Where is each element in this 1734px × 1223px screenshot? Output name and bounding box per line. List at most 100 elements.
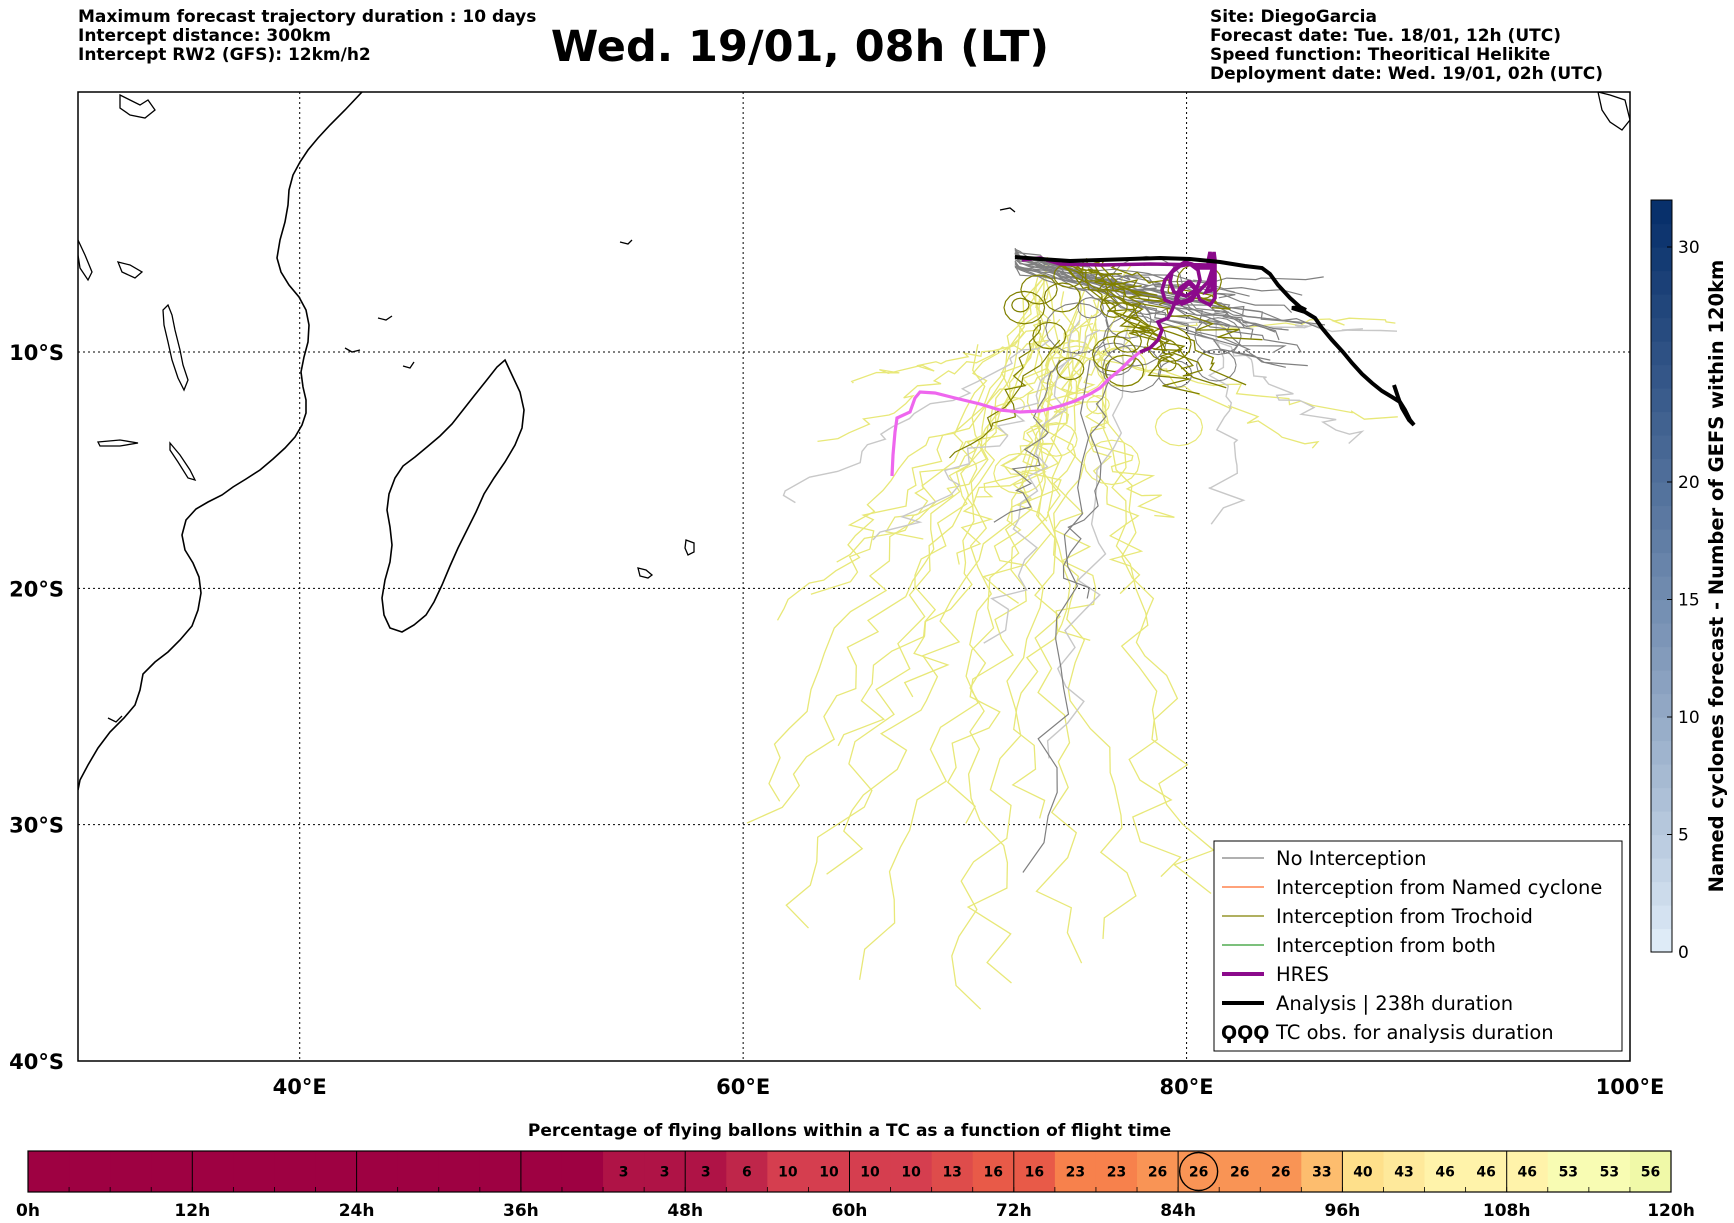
map-axis-labels: 40°E 60°E 80°E 100°E 10°S 20°S 30°S 40°S: [9, 341, 1664, 1099]
heat-cell: [685, 1151, 727, 1192]
lon-label: 100°E: [1596, 1075, 1665, 1099]
heat-cell: [849, 1151, 892, 1192]
heat-cell-value: 3: [701, 1165, 711, 1181]
heat-cell-value: 53: [1559, 1165, 1578, 1181]
heat-cell: [479, 1151, 522, 1192]
colorbar-segment: [1651, 529, 1672, 554]
heat-cell: [1342, 1151, 1384, 1192]
ensemble-track: [1094, 297, 1182, 878]
heat-cell-value: 33: [1312, 1165, 1331, 1181]
colorbar-segment: [1651, 411, 1672, 436]
colorbar-segment: [1651, 482, 1672, 507]
heat-cell: [151, 1151, 193, 1192]
heat-cell: [1095, 1151, 1138, 1192]
ensemble-tracks-grey-light: [782, 299, 1398, 759]
legend-item-label: Interception from Named cyclone: [1276, 876, 1602, 899]
colorbar-tick-label: 5: [1678, 826, 1689, 846]
ensemble-track: [1059, 259, 1247, 386]
heat-cell: [1629, 1151, 1672, 1192]
intercept-distance-text: Intercept distance: 300km: [78, 26, 331, 46]
current-time-marker: [1178, 1151, 1219, 1192]
colorbar-segment: [1651, 552, 1672, 577]
map-gridlines: [78, 92, 1630, 1061]
intercept-rw2-text: Intercept RW2 (GFS): 12km/h2: [78, 45, 371, 65]
colorbar-segment: [1651, 388, 1672, 413]
lat-label: 20°S: [9, 577, 64, 601]
ensemble-track: [1058, 264, 1227, 389]
heat-cell-value: 13: [942, 1165, 961, 1181]
legend-item-label: HRES: [1276, 963, 1329, 986]
heat-cell-value: 16: [984, 1165, 1003, 1181]
colorbar-segment: [1651, 928, 1672, 953]
ensemble-track: [837, 298, 1041, 747]
forecast-date-text: Forecast date: Tue. 18/01, 12h (UTC): [1210, 26, 1561, 46]
heat-cell: [1219, 1151, 1261, 1192]
colorbar-segment: [1651, 834, 1672, 859]
colorbar-segment: [1651, 811, 1672, 836]
heat-cell: [1424, 1151, 1467, 1192]
colorbar-segment: [1651, 576, 1672, 601]
ensemble-track: [1043, 271, 1097, 642]
heat-cell: [28, 1151, 70, 1192]
heat-cell: [1506, 1151, 1549, 1192]
colorbar-segment: [1651, 270, 1672, 295]
ensemble-track: [1014, 254, 1250, 297]
colorbar-segment: [1651, 623, 1672, 648]
heat-cell-value: 10: [860, 1165, 880, 1181]
heat-cell: [233, 1151, 275, 1192]
heat-cell-value: 56: [1641, 1165, 1660, 1181]
heat-cell: [972, 1151, 1015, 1192]
colorbar-segment: [1651, 364, 1672, 389]
ensemble-track: [1046, 319, 1131, 759]
heat-cell: [274, 1151, 317, 1192]
heat-cell: [192, 1151, 234, 1192]
heat-cell-value: 10: [819, 1165, 839, 1181]
heat-cell-value: 46: [1517, 1165, 1536, 1181]
colorbar-segment: [1651, 599, 1672, 624]
heat-cell: [1137, 1151, 1179, 1192]
ensemble-track: [946, 314, 1093, 824]
small-islands: [78, 92, 1630, 723]
colorbar-segment: [1651, 905, 1672, 930]
heat-cell: [438, 1151, 481, 1192]
colorbar-tick-label: 15: [1678, 591, 1700, 611]
ensemble-track: [983, 319, 1081, 644]
ensemble-track: [1207, 299, 1246, 525]
heat-cell: [726, 1151, 768, 1192]
colorbar-segment: [1651, 693, 1672, 718]
africa-coastline: [78, 92, 363, 791]
colorbar-segment: [1651, 223, 1672, 248]
heat-cell: [520, 1151, 563, 1192]
ensemble-track: [872, 329, 1101, 541]
ensemble-track: [1051, 259, 1263, 341]
max-duration-text: Maximum forecast trajectory duration : 1…: [78, 7, 537, 27]
ensemble-track: [1014, 265, 1287, 354]
heat-cell-value: 53: [1600, 1165, 1619, 1181]
colorbar-tick-label: 0: [1678, 943, 1689, 963]
colorbar-segment: [1651, 435, 1672, 460]
ensemble-track: [1082, 299, 1215, 895]
heat-cell: [315, 1151, 358, 1192]
flight-time-tick-label: 108h: [1483, 1201, 1531, 1221]
colorbar-tick-label: 20: [1678, 473, 1700, 493]
lat-label: 30°S: [9, 814, 64, 838]
legend-item-label: Analysis | 238h duration: [1276, 992, 1513, 1015]
heat-cell: [644, 1151, 686, 1192]
legend-item-label: Interception from Trochoid: [1276, 905, 1533, 928]
ensemble-track: [1014, 266, 1292, 322]
page-title: Wed. 19/01, 08h (LT): [550, 22, 1050, 72]
map-frame: [77, 91, 1631, 1062]
heat-cell-value: 3: [660, 1165, 670, 1181]
ensemble-track: [1062, 359, 1111, 599]
heat-cell: [1465, 1151, 1508, 1192]
colorbar-frame: [1650, 199, 1673, 953]
tc-obs-icon: ϘϘϘ: [1221, 1022, 1269, 1044]
heat-cell-value: 10: [778, 1165, 798, 1181]
colorbar-segment: [1651, 717, 1672, 742]
heat-cell: [1054, 1151, 1097, 1192]
ensemble-track: [1149, 317, 1398, 333]
heat-cell: [110, 1151, 152, 1192]
colorbar-segment: [1651, 670, 1672, 695]
ensemble-track: [1081, 261, 1168, 355]
heat-cell-value: 3: [619, 1165, 629, 1181]
